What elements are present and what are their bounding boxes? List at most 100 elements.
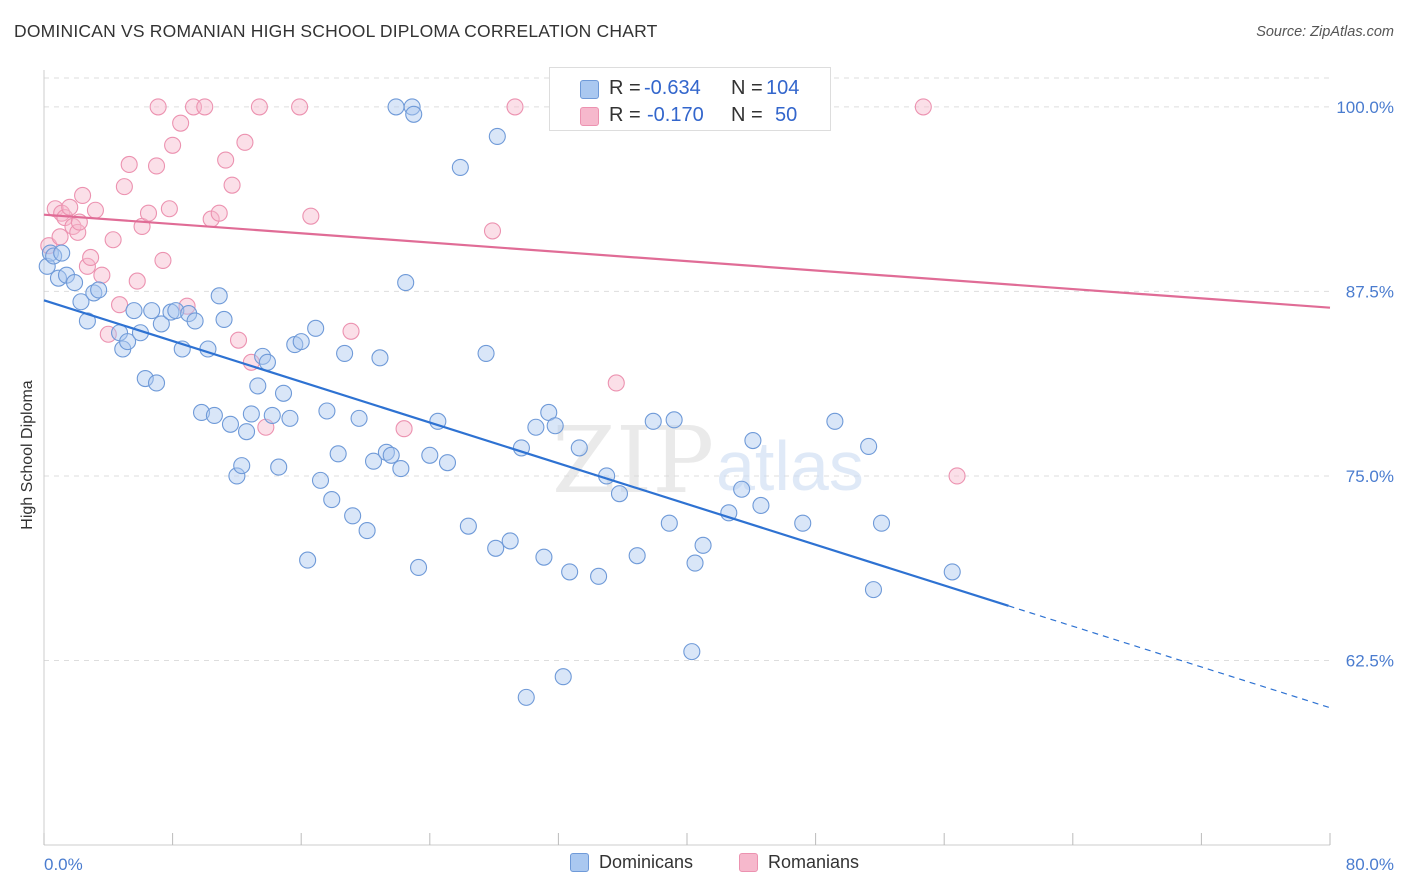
data-point bbox=[535, 548, 553, 566]
data-point bbox=[104, 231, 122, 249]
data-point bbox=[517, 688, 535, 706]
data-point bbox=[590, 567, 608, 585]
data-point bbox=[125, 302, 143, 320]
legend-n-label: N = bbox=[731, 103, 763, 126]
data-point bbox=[392, 460, 410, 478]
data-point bbox=[210, 204, 228, 222]
axes bbox=[43, 70, 1331, 846]
data-point bbox=[119, 333, 137, 351]
data-point bbox=[51, 228, 69, 246]
data-point bbox=[274, 384, 293, 402]
data-point bbox=[311, 471, 330, 489]
data-point bbox=[292, 333, 310, 351]
trend-lines bbox=[43, 213, 1331, 709]
gridlines bbox=[44, 77, 1330, 661]
x-tick-label-max: 80.0% bbox=[1346, 855, 1394, 874]
data-point bbox=[364, 452, 383, 470]
dominicans-trend-extension bbox=[1008, 605, 1331, 709]
data-point bbox=[318, 402, 336, 420]
y-tick-label: 100.0% bbox=[1336, 98, 1394, 117]
dominicans-trend-line bbox=[43, 299, 1009, 607]
data-point bbox=[111, 296, 129, 314]
data-point bbox=[561, 563, 579, 581]
data-point bbox=[323, 491, 341, 509]
data-point bbox=[302, 207, 320, 225]
data-point bbox=[172, 114, 190, 132]
data-point bbox=[683, 643, 701, 661]
data-point bbox=[483, 222, 502, 240]
y-tick-label: 87.5% bbox=[1346, 282, 1394, 301]
data-point bbox=[167, 302, 185, 320]
data-point bbox=[607, 374, 625, 392]
data-point bbox=[487, 539, 505, 557]
data-point bbox=[215, 310, 233, 329]
data-point bbox=[948, 467, 966, 485]
x-tick-label-min: 0.0% bbox=[44, 855, 83, 874]
data-point bbox=[152, 315, 170, 333]
data-point bbox=[371, 349, 389, 367]
data-point bbox=[451, 158, 469, 176]
data-point bbox=[546, 417, 564, 435]
legend-item-dominicans[interactable]: Dominicans bbox=[570, 852, 693, 873]
data-point bbox=[336, 344, 354, 362]
data-point bbox=[752, 496, 770, 515]
legend-r-label: R = bbox=[609, 76, 641, 99]
data-point bbox=[149, 98, 167, 116]
data-point bbox=[506, 98, 524, 116]
data-point bbox=[242, 405, 260, 423]
data-point bbox=[860, 437, 878, 455]
data-point bbox=[826, 412, 844, 430]
data-point bbox=[660, 514, 678, 532]
data-point bbox=[250, 98, 268, 116]
data-point bbox=[160, 200, 178, 218]
y-tick-label: 75.0% bbox=[1346, 467, 1394, 486]
y-tick-label: 62.5% bbox=[1346, 651, 1394, 670]
data-point bbox=[115, 178, 133, 196]
legend-item-romanians[interactable]: Romanians bbox=[739, 852, 859, 873]
watermark: ZIP atlas bbox=[552, 407, 864, 514]
data-point bbox=[210, 287, 228, 305]
data-point bbox=[236, 133, 254, 151]
data-point bbox=[554, 668, 572, 686]
legend-swatch-pink bbox=[580, 107, 599, 126]
data-point bbox=[382, 446, 400, 464]
data-point bbox=[872, 514, 891, 532]
data-point bbox=[72, 293, 90, 311]
romanians-swatch bbox=[739, 853, 758, 872]
data-point bbox=[65, 274, 84, 292]
data-point bbox=[82, 248, 100, 267]
data-point bbox=[644, 412, 662, 430]
romanians-trend-line bbox=[43, 213, 1331, 309]
data-point bbox=[291, 98, 309, 116]
data-point bbox=[744, 431, 762, 450]
data-point bbox=[221, 415, 240, 433]
legend-n-value: 50 bbox=[775, 103, 798, 126]
data-point bbox=[570, 439, 588, 457]
data-point bbox=[344, 507, 362, 525]
data-point bbox=[217, 151, 235, 169]
data-point bbox=[459, 517, 477, 535]
data-point bbox=[488, 127, 506, 145]
dominicans-swatch bbox=[570, 853, 589, 872]
romanians-points bbox=[40, 98, 966, 485]
watermark-atlas: atlas bbox=[716, 427, 864, 505]
watermark-zip: ZIP bbox=[552, 407, 714, 514]
data-point bbox=[223, 176, 241, 194]
data-point bbox=[86, 201, 104, 219]
legend-swatch-blue bbox=[580, 80, 599, 99]
data-point bbox=[395, 420, 413, 438]
data-point bbox=[196, 98, 214, 116]
data-point bbox=[299, 551, 317, 569]
source-text: Source: ZipAtlas.com bbox=[1256, 24, 1394, 40]
legend-n-label: N = bbox=[731, 76, 763, 99]
data-point bbox=[136, 369, 154, 388]
data-point bbox=[914, 98, 932, 116]
data-point bbox=[192, 403, 211, 422]
data-point bbox=[61, 198, 79, 216]
legend-row-romanians: R = -0.170 N = 50 bbox=[550, 101, 830, 129]
legend-label-dominicans: Dominicans bbox=[599, 852, 694, 872]
legend-r-value: -0.170 bbox=[647, 103, 704, 126]
data-point bbox=[249, 377, 267, 395]
data-point bbox=[397, 274, 415, 292]
data-point bbox=[229, 331, 248, 349]
